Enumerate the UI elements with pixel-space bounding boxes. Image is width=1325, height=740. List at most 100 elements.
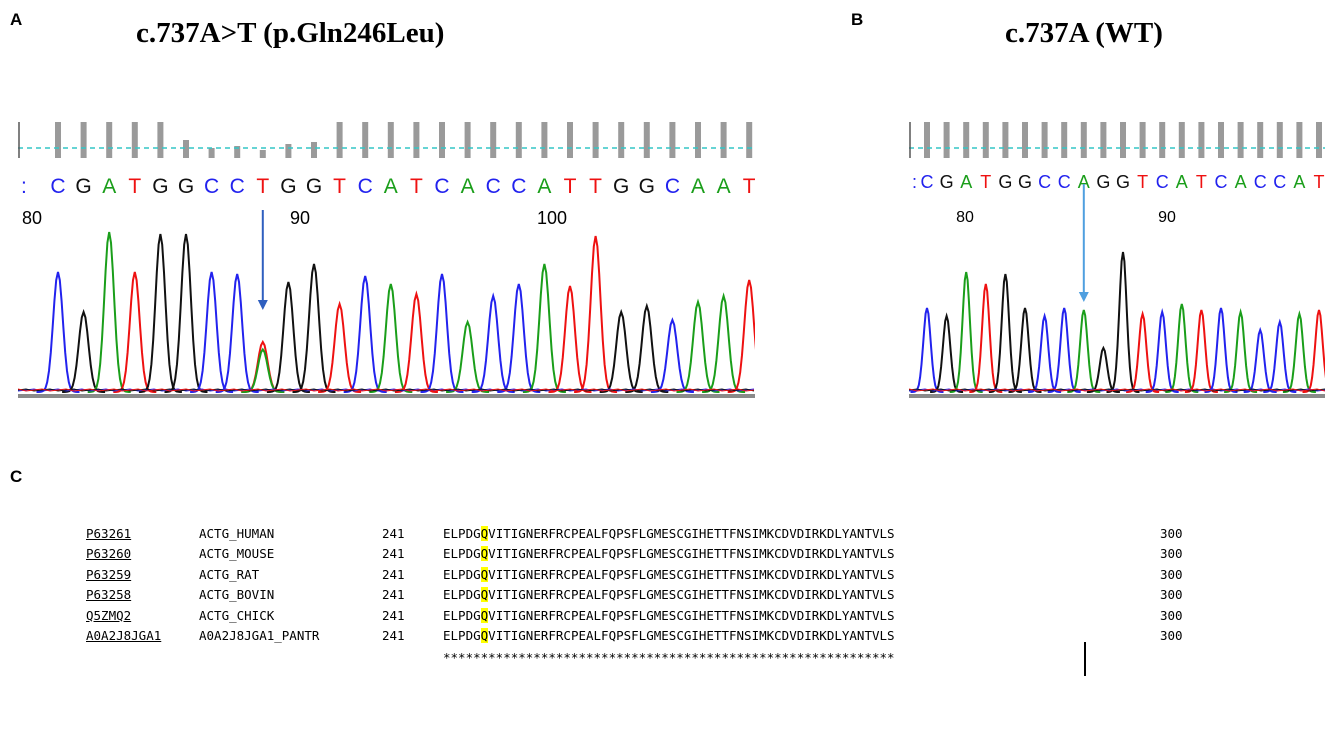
highlighted-residue: Q [480, 587, 489, 603]
start-position: 241 [382, 607, 405, 623]
accession-link[interactable]: P63258 [86, 587, 132, 603]
trace-baseline [18, 394, 755, 398]
panel-a-title: c.737A>T (p.Gln246Leu) [136, 17, 445, 49]
panel-c-letter: C [10, 467, 23, 486]
chromatogram-peak [1086, 345, 1120, 393]
base-call: G [639, 175, 655, 198]
accession-link[interactable]: P63260 [86, 546, 132, 562]
quality-bar [515, 122, 522, 158]
end-position: 300 [1160, 607, 1183, 623]
start-position: 241 [382, 628, 405, 643]
quality-bar [106, 122, 113, 158]
panel-b-letter: B [851, 10, 864, 29]
highlighted-residue: Q [480, 607, 489, 623]
quality-bar [1198, 122, 1205, 158]
chromatogram-b: C G A T G G C C A G G T C A T C A C C A T:80 90 [909, 118, 1325, 404]
base-call: T [1137, 172, 1148, 192]
base-call: T [1314, 172, 1325, 192]
panel-a-letter: A [10, 10, 23, 29]
quality-bar [567, 122, 573, 158]
end-position: 300 [1160, 526, 1183, 541]
quality-bar [234, 146, 241, 158]
protein-sequence: ELPDGQVITIGNERFRCPEALFQPSFLGMESCGIHETTFN… [443, 607, 895, 623]
base-call: C [1215, 172, 1228, 192]
quality-bar [1257, 122, 1264, 158]
position-label: 90 [1158, 209, 1176, 226]
quality-bar [157, 122, 164, 158]
base-call: C [1058, 172, 1071, 192]
base-call: G [940, 172, 954, 192]
base-call: G [998, 172, 1012, 192]
quality-bar [618, 122, 625, 158]
svg-text::: : [21, 175, 27, 198]
base-call: G [178, 175, 194, 198]
start-position: 241 [382, 587, 405, 603]
highlighted-residue: Q [480, 628, 489, 643]
quality-bar [1139, 122, 1146, 158]
entry-name: ACTG_CHICK [199, 607, 275, 623]
base-call: A [461, 175, 475, 198]
accession-link[interactable]: A0A2J8JGA1 [86, 628, 162, 643]
base-call: A [537, 175, 551, 198]
svg-text::: : [912, 172, 917, 192]
base-call: A [1235, 172, 1247, 192]
entry-name: ACTG_BOVIN [199, 587, 275, 603]
base-call: A [1078, 172, 1090, 192]
quality-bar [439, 122, 445, 158]
quality-bar [413, 122, 420, 158]
position-label: 90 [290, 208, 310, 228]
protein-sequence: ELPDGQVITIGNERFRCPEALFQPSFLGMESCGIHETTFN… [443, 587, 895, 603]
position-label: 100 [537, 208, 567, 228]
base-call: C [1273, 172, 1286, 192]
quality-bar [720, 122, 727, 158]
base-call: G [306, 175, 322, 198]
quality-bar [1296, 122, 1303, 158]
quality-bar [1237, 122, 1244, 158]
quality-bar [541, 122, 548, 158]
protein-sequence: ELPDGQVITIGNERFRCPEALFQPSFLGMESCGIHETTFN… [443, 546, 895, 562]
start-position: 241 [382, 526, 405, 541]
accession-link[interactable]: P63259 [86, 566, 132, 582]
accession-link[interactable]: P63261 [86, 526, 132, 541]
quality-bar [1022, 122, 1028, 158]
base-call: T [743, 175, 755, 198]
quality-bar [1276, 122, 1283, 158]
quality-bar [1178, 122, 1185, 158]
end-position: 300 [1160, 587, 1183, 603]
quality-bar [1316, 122, 1322, 158]
base-call: A [384, 175, 398, 198]
quality-bar [387, 122, 394, 158]
base-call: A [960, 172, 972, 192]
base-call: T [256, 175, 269, 198]
base-call: T [333, 175, 346, 198]
accession-link[interactable]: Q5ZMQ2 [86, 607, 132, 623]
quality-bar [1041, 122, 1048, 158]
protein-sequence: ELPDGQVITIGNERFRCPEALFQPSFLGMESCGIHETTFN… [443, 526, 895, 541]
quality-bar [55, 122, 61, 158]
chromatogram-peak [1263, 318, 1297, 393]
chromatogram-peak [727, 279, 755, 393]
start-position: 241 [382, 566, 405, 582]
base-call: C [50, 175, 65, 198]
quality-bar [1080, 122, 1087, 158]
quality-bar [746, 122, 753, 158]
quality-bar [1159, 122, 1166, 158]
panel-b-title: c.737A (WT) [1005, 17, 1163, 49]
base-call: C [230, 175, 245, 198]
base-call: A [102, 175, 116, 198]
base-call: G [1096, 172, 1110, 192]
protein-sequence: ELPDGQVITIGNERFRCPEALFQPSFLGMESCGIHETTFN… [443, 628, 895, 643]
quality-bar [336, 122, 343, 158]
chromatogram-a: C G A T G G C C T G G T C A T C A C C A T T G G C A A T:80 90 100 [18, 118, 755, 404]
protein-sequence: ELPDGQVITIGNERFRCPEALFQPSFLGMESCGIHETTFN… [443, 566, 895, 582]
quality-bar [80, 122, 87, 158]
base-call: T [128, 175, 141, 198]
quality-bar [592, 122, 599, 158]
base-call: A [1176, 172, 1188, 192]
secondary-peak [241, 347, 285, 393]
base-call: C [1038, 172, 1051, 192]
entry-name: ACTG_HUMAN [199, 526, 275, 541]
quality-bar [1120, 122, 1126, 158]
base-call: T [564, 175, 577, 198]
